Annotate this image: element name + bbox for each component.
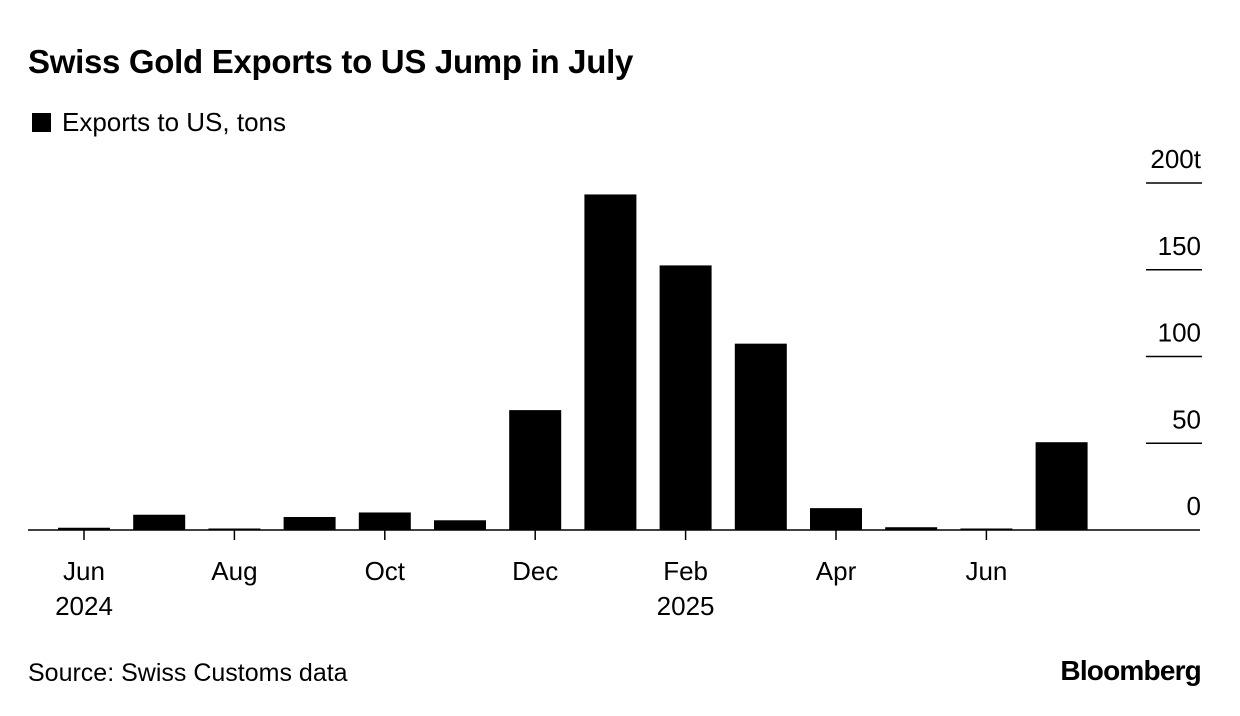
x-tick-year-label: 2025 [657, 591, 715, 621]
bar [810, 508, 862, 530]
x-tick-year-label: 2024 [55, 591, 113, 621]
bar [133, 514, 186, 530]
legend-label: Exports to US, tons [62, 107, 286, 137]
legend-swatch [32, 112, 51, 132]
source-note: Source: Swiss Customs data [28, 659, 348, 687]
y-tick-label: 100 [1158, 318, 1201, 348]
bloomberg-logo: Bloomberg [1060, 655, 1201, 686]
legend: Exports to US, tons [32, 106, 286, 138]
y-tick-label: 0 [1187, 491, 1201, 521]
bar [659, 265, 712, 530]
bar [584, 194, 637, 531]
bar [434, 520, 486, 530]
y-tick-label: 200t [1150, 144, 1201, 174]
x-tick-label: Dec [512, 556, 558, 586]
bar [885, 527, 938, 530]
bar [283, 516, 336, 530]
x-tick-label: Aug [211, 556, 257, 586]
bar [358, 512, 411, 530]
x-tick-label: Oct [365, 556, 406, 586]
x-tick-label: Apr [816, 556, 857, 586]
bar-chart: 0 50 100 150 200t Jun 2024 Aug Oct Dec Feb 2025 Apr J… [28, 144, 1202, 621]
bar [509, 410, 562, 530]
bar [1035, 442, 1088, 530]
x-tick-label: Jun [965, 556, 1007, 586]
y-tick-label: 150 [1158, 231, 1201, 261]
bar [58, 527, 110, 530]
x-tick-label: Feb [663, 556, 708, 586]
chart-title: Swiss Gold Exports to US Jump in July [28, 43, 634, 80]
y-tick-label: 50 [1172, 404, 1201, 434]
x-tick-label: Jun [63, 556, 105, 586]
bar [734, 343, 787, 530]
